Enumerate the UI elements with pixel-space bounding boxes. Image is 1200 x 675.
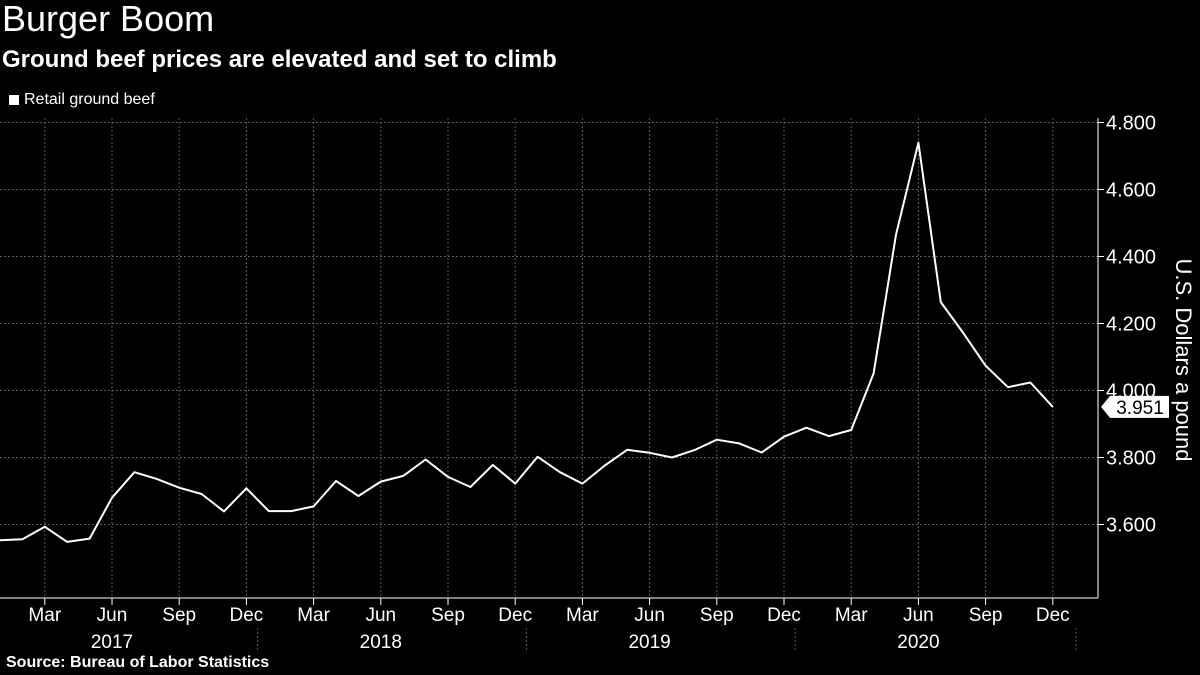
- last-value-tag: [1101, 395, 1169, 418]
- series-layer: [0, 141, 1054, 543]
- x-tick-label: Sep: [700, 605, 734, 626]
- x-tick-label: Mar: [297, 605, 330, 626]
- x-tick-label: Sep: [431, 605, 465, 626]
- grid: [0, 118, 1098, 598]
- x-tick-label: Mar: [566, 605, 599, 626]
- x-year-label: 2018: [360, 632, 402, 653]
- y-tick-label: 3.600: [1106, 515, 1156, 537]
- x-tick-label: Mar: [835, 605, 868, 626]
- axes: [0, 118, 1104, 652]
- legend-swatch: [9, 95, 19, 105]
- x-tick-label: Sep: [162, 605, 196, 626]
- y-tick-label: 4.600: [1106, 180, 1156, 202]
- last-value-label: 3.951: [1116, 398, 1164, 419]
- x-tick-label: Mar: [28, 605, 61, 626]
- x-tick-label: Dec: [767, 605, 801, 626]
- chart-subtitle: Ground beef prices are elevated and set …: [2, 46, 557, 73]
- x-tick-label: Jun: [365, 605, 396, 626]
- x-tick-label: Jun: [903, 605, 934, 626]
- legend: Retail ground beef: [9, 90, 155, 110]
- x-tick-label: Jun: [97, 605, 128, 626]
- x-year-label: 2020: [897, 632, 939, 653]
- x-year-label: 2017: [91, 632, 133, 653]
- chart-title: Burger Boom: [2, 0, 215, 39]
- y-tick-label: 3.800: [1106, 448, 1156, 470]
- y-tick-label: 4.800: [1106, 113, 1156, 135]
- y-tick-label: 4.400: [1106, 247, 1156, 269]
- x-year-label: 2019: [628, 632, 670, 653]
- source-note: Source: Bureau of Labor Statistics: [6, 654, 270, 671]
- legend-label: Retail ground beef: [24, 91, 155, 108]
- x-tick-label: Sep: [969, 605, 1003, 626]
- x-tick-label: Dec: [230, 605, 264, 626]
- y-tick-label: 4.200: [1106, 314, 1156, 336]
- x-tick-label: Dec: [498, 605, 532, 626]
- x-tick-label: Dec: [1036, 605, 1070, 626]
- series-line-retail-ground-beef: [0, 141, 1054, 543]
- y-axis-label: U.S. Dollars a pound: [1171, 259, 1196, 462]
- x-tick-label: Jun: [634, 605, 665, 626]
